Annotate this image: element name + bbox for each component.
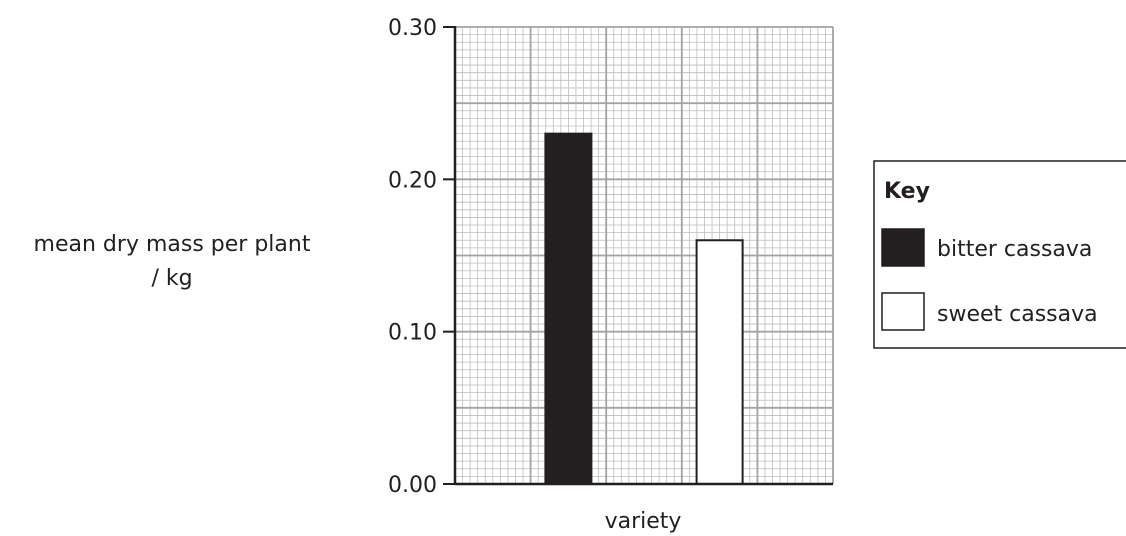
legend-swatch-sweet-cassava [881,292,925,331]
legend-label-sweet-cassava: sweet cassava [937,302,1098,327]
y-tick-label: 0.20 [388,168,437,193]
legend-title: Key [884,179,930,204]
y-axis-title-line-2: / kg [151,266,192,291]
bar-sweet-cassava [695,239,744,485]
legend: Key bitter cassava sweet cassava [873,160,1126,349]
axes [443,26,833,486]
x-axis-title: variety [605,509,682,534]
y-tick-label: 0.00 [388,473,437,498]
y-tick-label: 0.30 [388,16,437,41]
y-tick-label: 0.10 [388,321,437,346]
y-tick-labels: 0.00 0.10 0.20 0.30 [388,16,437,498]
y-axis-title-line-1: mean dry mass per plant [34,232,311,257]
grid-major [455,26,834,484]
bar-bitter-cassava [544,132,593,485]
legend-label-bitter-cassava: bitter cassava [937,237,1092,262]
bars [544,132,744,485]
legend-swatch-bitter-cassava [881,228,925,267]
